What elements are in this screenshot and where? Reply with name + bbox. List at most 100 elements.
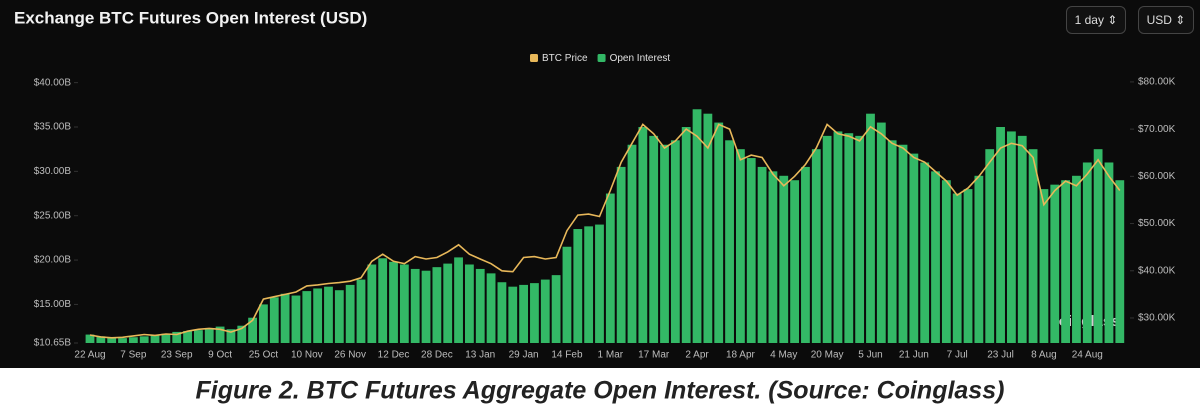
legend-label: BTC Price: [542, 53, 588, 64]
bar: [801, 166, 810, 343]
bar: [1093, 149, 1103, 343]
bar: [790, 180, 799, 343]
y2-tick-label: $30.00K: [1138, 313, 1176, 324]
bar: [215, 326, 225, 343]
bar: [866, 113, 875, 343]
bar: [844, 133, 854, 343]
x-tick-label: 20 May: [811, 350, 844, 361]
bar: [432, 267, 442, 343]
bar: [248, 317, 257, 343]
y2-tick-label: $50.00K: [1138, 218, 1176, 229]
y-tick-label: $30.00B: [34, 166, 72, 177]
bar: [595, 224, 604, 343]
bar: [605, 193, 615, 343]
bar: [898, 144, 908, 343]
bar: [204, 328, 214, 343]
bar: [237, 325, 247, 343]
bar: [660, 144, 669, 343]
x-tick-label: 29 Jan: [509, 350, 539, 361]
bar: [1104, 162, 1114, 343]
bar: [378, 258, 388, 343]
legend: BTC Price Open Interest: [530, 53, 670, 64]
bar: [367, 264, 377, 343]
bar: [302, 291, 312, 343]
bar: [1028, 149, 1038, 343]
x-tick-label: 17 Mar: [638, 350, 670, 361]
bar: [324, 286, 333, 343]
bar: [1039, 189, 1049, 343]
bar: [1115, 180, 1125, 343]
x-tick-label: 5 Jun: [858, 350, 882, 361]
bar: [389, 261, 398, 343]
bar: [985, 149, 995, 343]
bar: [410, 268, 420, 343]
bar: [681, 126, 691, 344]
bar: [811, 149, 821, 343]
bar: [540, 279, 550, 343]
x-tick-label: 2 Apr: [685, 350, 709, 361]
y-tick-label: $10.65B: [34, 338, 72, 349]
bar: [779, 175, 789, 343]
x-tick-label: 12 Dec: [378, 350, 410, 361]
bar: [768, 171, 778, 343]
bar: [96, 336, 106, 343]
chart-title: Exchange BTC Futures Open Interest (USD): [14, 8, 367, 27]
bar: [627, 144, 637, 343]
x-tick-label: 25 Oct: [249, 350, 279, 361]
bar: [584, 226, 594, 343]
interval-label: 1 day: [1074, 13, 1104, 27]
y-tick-label: $20.00B: [34, 255, 72, 266]
x-tick-label: 10 Nov: [291, 350, 323, 361]
bar: [313, 288, 323, 343]
x-tick-label: 24 Aug: [1072, 350, 1103, 361]
x-tick-label: 21 Jun: [899, 350, 929, 361]
bar: [345, 284, 355, 343]
interval-select[interactable]: 1 day ⇕: [1066, 6, 1126, 34]
bar: [194, 330, 203, 343]
bar: [1050, 184, 1060, 343]
bar: [855, 135, 865, 343]
x-tick-label: 7 Jul: [947, 350, 968, 361]
x-tick-label: 23 Sep: [161, 350, 193, 361]
bar: [1072, 175, 1081, 343]
bar: [746, 158, 756, 343]
bar: [150, 335, 160, 343]
bar: [996, 126, 1005, 344]
bar: [161, 333, 171, 343]
bar: [725, 140, 734, 343]
x-tick-label: 1 Mar: [598, 350, 624, 361]
bar: [519, 284, 528, 343]
bar: [356, 279, 366, 343]
bar: [941, 180, 951, 343]
x-tick-label: 13 Jan: [465, 350, 495, 361]
bar: [562, 246, 572, 343]
bar: [703, 113, 713, 343]
bar: [291, 295, 301, 343]
currency-select[interactable]: USD ⇕: [1138, 6, 1194, 34]
bar: [183, 331, 192, 343]
x-tick-label: 28 Dec: [421, 350, 453, 361]
bar: [85, 334, 95, 343]
bar: [952, 193, 962, 343]
bar: [822, 135, 832, 343]
bar: [334, 290, 344, 343]
bar: [1082, 162, 1092, 343]
x-tick-label: 4 May: [770, 350, 797, 361]
bar: [497, 282, 507, 343]
bar: [128, 337, 138, 343]
bar: [280, 293, 290, 343]
legend-swatch: [597, 54, 606, 62]
bar: [1017, 135, 1027, 343]
y-tick-label: $15.00B: [34, 299, 72, 310]
bar: [909, 153, 919, 343]
bar: [454, 257, 463, 343]
x-tick-label: 9 Oct: [208, 350, 232, 361]
x-tick-label: 26 Nov: [334, 350, 366, 361]
bar: [649, 135, 659, 343]
bar: [486, 273, 496, 343]
bar: [920, 162, 930, 343]
legend-label: Open Interest: [610, 53, 671, 64]
legend-swatch: [530, 54, 538, 62]
